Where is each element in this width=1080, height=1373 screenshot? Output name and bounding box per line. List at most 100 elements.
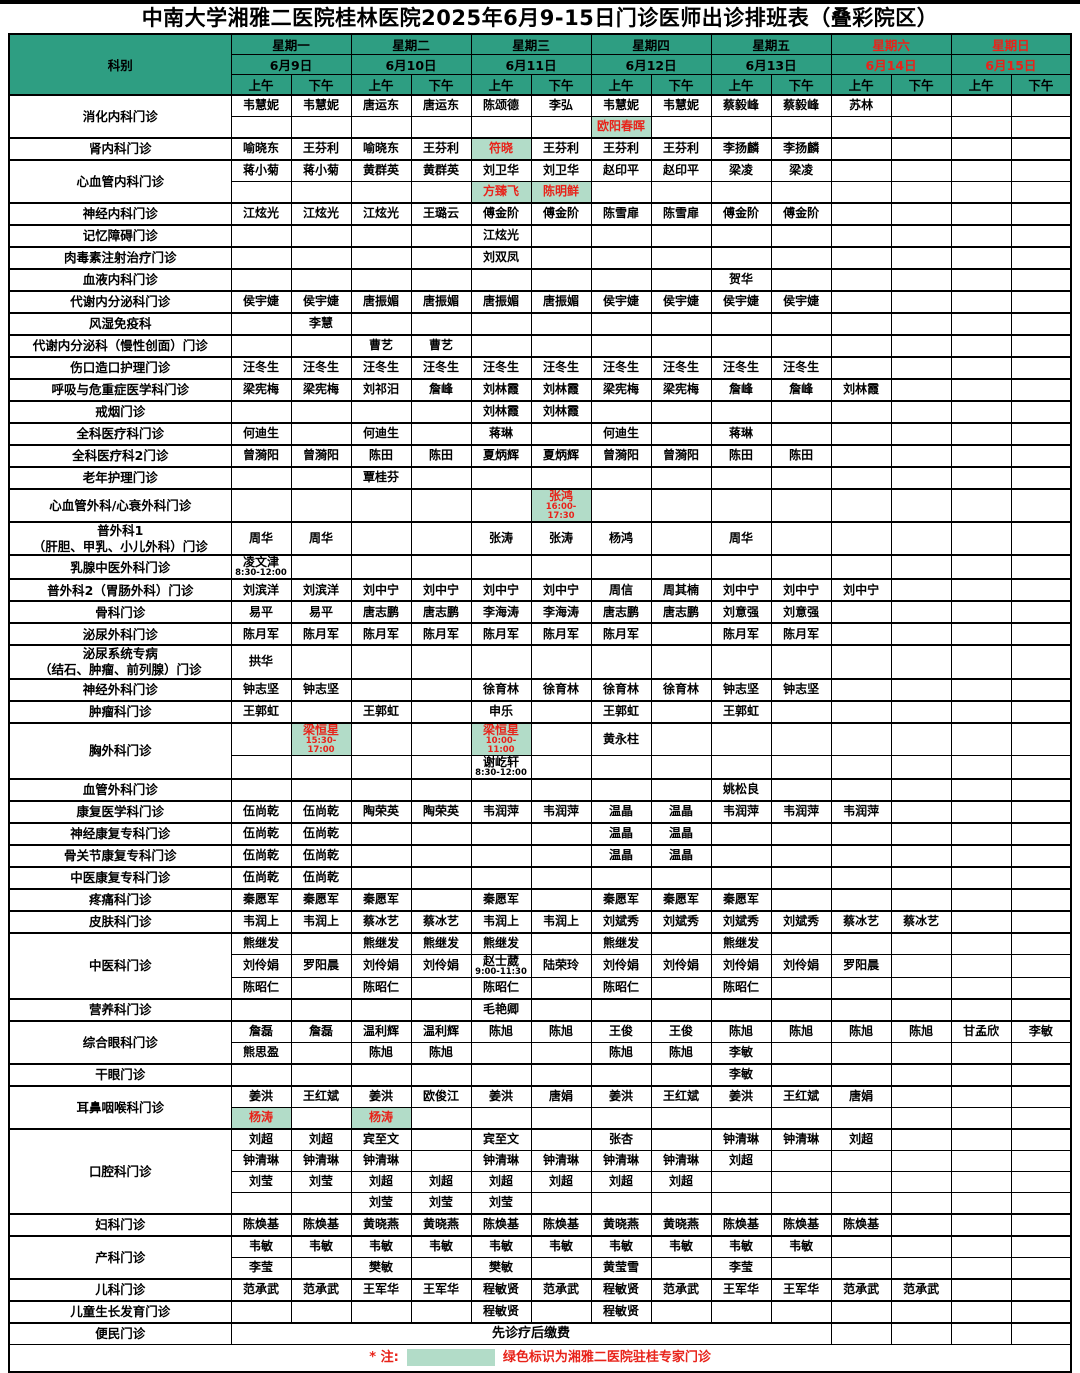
schedule-cell: 李敏 [710, 1041, 772, 1065]
schedule-cell: 张鸿 16:00-17:30 [530, 487, 592, 523]
schedule-cell: 侯宇婕 [290, 290, 352, 314]
schedule-cell: 陈月军 [770, 622, 832, 646]
schedule-cell [1010, 865, 1072, 890]
schedule-cell: 韦慧妮 [650, 94, 712, 117]
schedule-cell: 樊敏 [470, 1256, 532, 1280]
schedule-cell: 詹峰 [410, 378, 472, 402]
schedule-cell [950, 181, 1012, 204]
schedule-cell [470, 487, 532, 523]
schedule-cell: 方臻飞 [470, 181, 532, 204]
schedule-cell [950, 137, 1012, 161]
schedule-cell [350, 312, 412, 336]
schedule-cell: 温晶 [650, 821, 712, 846]
schedule-cell [590, 865, 652, 890]
schedule-cell: 熊继发 [470, 931, 532, 955]
schedule-cell: 刘卫华 [470, 159, 532, 182]
schedule-cell [230, 997, 292, 1022]
schedule-cell: 韦润萍 [770, 799, 832, 824]
schedule-cell [650, 521, 712, 556]
schedule-cell [950, 487, 1012, 523]
department-name: 疼痛科门诊 [8, 887, 232, 912]
schedule-cell [710, 334, 772, 358]
schedule-cell [350, 246, 412, 270]
schedule-cell [1010, 953, 1072, 978]
schedule-cell: 温晶 [590, 799, 652, 824]
schedule-cell [890, 1127, 952, 1151]
schedule-cell [1010, 931, 1072, 955]
schedule-cell [1010, 554, 1072, 580]
schedule-cell [1010, 578, 1072, 602]
schedule-cell [1010, 754, 1072, 780]
dept-column-header: 科别 [8, 33, 232, 96]
schedule-cell: 钟志坚 [770, 677, 832, 702]
schedule-cell: 曾漪阳 [650, 444, 712, 468]
department-name: 口腔科门诊 [8, 1127, 232, 1215]
schedule-cell [770, 699, 832, 724]
schedule-cell [410, 997, 472, 1022]
top-border-bar [0, 0, 1080, 4]
schedule-cell [890, 224, 952, 248]
schedule-cell [1010, 202, 1072, 226]
schedule-cell [530, 721, 592, 756]
schedule-cell: 李敏 [1010, 1019, 1072, 1043]
schedule-cell: 汪冬生 [590, 356, 652, 380]
schedule-cell: 刘林霞 [470, 378, 532, 402]
schedule-cell: 钟清琳 [290, 1149, 352, 1172]
schedule-cell [530, 821, 592, 846]
doctor-name: 赵士葳 [483, 954, 520, 968]
schedule-cell [830, 600, 892, 624]
schedule-cell: 唐运东 [410, 94, 472, 117]
schedule-cell [770, 843, 832, 868]
schedule-cell [1010, 290, 1072, 314]
doctor-name: 方臻飞 [483, 184, 520, 199]
schedule-cell [1010, 1321, 1072, 1345]
schedule-cell: 王红斌 [770, 1084, 832, 1108]
schedule-cell [830, 181, 892, 204]
schedule-cell [470, 1041, 532, 1065]
schedule-cell: 钟清琳 [470, 1149, 532, 1172]
schedule-cell [950, 1149, 1012, 1172]
schedule-cell [530, 334, 592, 358]
weekday-header-7: 星期日 [950, 33, 1072, 55]
schedule-cell [290, 777, 352, 802]
schedule-cell [1010, 976, 1072, 1000]
doctor-name: 谢屹轩 [483, 755, 520, 769]
schedule-cell: 陈旭 [710, 1019, 772, 1043]
schedule-cell [890, 268, 952, 292]
schedule-cell [890, 137, 952, 161]
department-name: 神经康复专科门诊 [8, 821, 232, 846]
schedule-cell [290, 246, 352, 270]
schedule-cell [290, 466, 352, 490]
schedule-cell [530, 976, 592, 1000]
schedule-cell: 刘斌秀 [770, 909, 832, 934]
schedule-cell: 伍尚乾 [230, 843, 292, 868]
department-name: 康复医学科门诊 [8, 799, 232, 824]
schedule-cell: 徐育林 [530, 677, 592, 702]
schedule-cell: 刘滨洋 [230, 578, 292, 602]
schedule-cell: 徐育林 [470, 677, 532, 702]
schedule-cell: 陈月军 [230, 622, 292, 646]
schedule-cell: 刘超 [290, 1127, 352, 1151]
schedule-cell [410, 1127, 472, 1151]
schedule-cell: 黄晓燕 [590, 1212, 652, 1237]
schedule-cell: 韦润萍 [530, 799, 592, 824]
department-name: 风湿免疫科 [8, 312, 232, 336]
schedule-cell [770, 268, 832, 292]
schedule-cell [830, 887, 892, 912]
schedule-cell [770, 1106, 832, 1130]
schedule-cell [950, 246, 1012, 270]
schedule-cell: 刘超 [230, 1127, 292, 1151]
schedule-cell [950, 1299, 1012, 1324]
schedule-cell: 王璐云 [410, 202, 472, 226]
schedule-cell: 刘超 [350, 1170, 412, 1193]
schedule-cell [950, 1234, 1012, 1258]
schedule-cell: 刘超 [830, 1127, 892, 1151]
schedule-cell: 王芬利 [290, 137, 352, 161]
schedule-cell: 拱华 [230, 644, 292, 680]
schedule-cell [890, 1321, 952, 1345]
schedule-cell [950, 1041, 1012, 1065]
schedule-cell: 范承武 [650, 1277, 712, 1302]
schedule-cell: 刘祁汨 [350, 378, 412, 402]
schedule-cell: 陈明鲜 [530, 181, 592, 204]
